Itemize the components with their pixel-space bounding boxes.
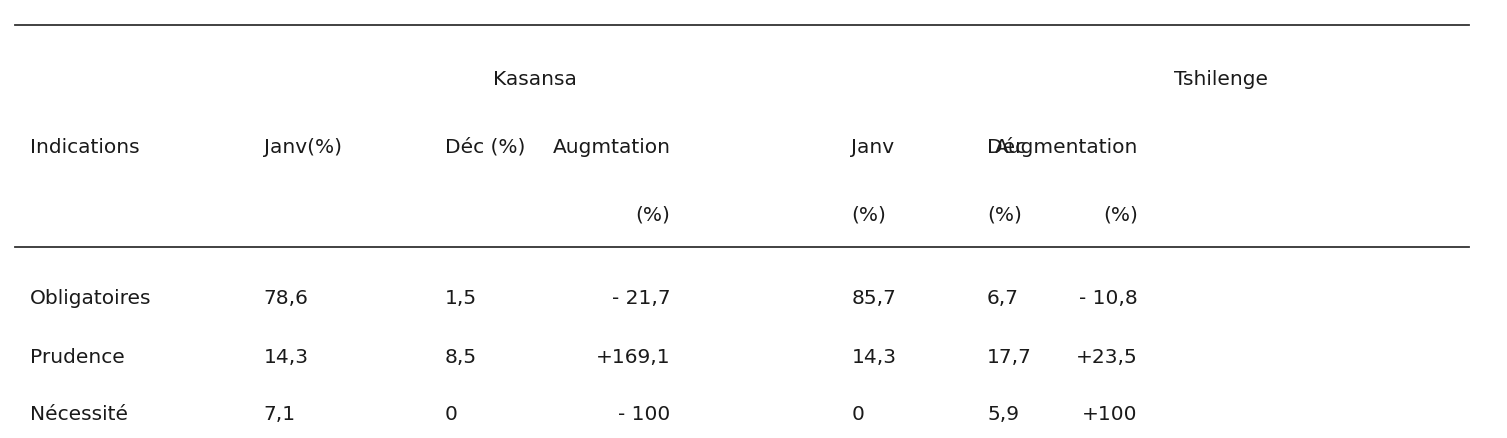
Text: 78,6: 78,6 [264,288,309,307]
Text: Déc (%): Déc (%) [445,137,524,156]
Text: 14,3: 14,3 [264,347,309,367]
Text: 85,7: 85,7 [851,288,897,307]
Text: +169,1: +169,1 [595,347,671,367]
Text: 6,7: 6,7 [987,288,1019,307]
Text: 1,5: 1,5 [445,288,476,307]
Text: (%): (%) [851,205,886,224]
Text: 14,3: 14,3 [851,347,897,367]
Text: (%): (%) [636,205,671,224]
Text: - 21,7: - 21,7 [612,288,671,307]
Text: 0: 0 [851,404,865,424]
Text: (%): (%) [1103,205,1138,224]
Text: Augmentation: Augmentation [995,137,1138,156]
Text: Nécessité: Nécessité [30,404,128,424]
Text: Indications: Indications [30,137,140,156]
Text: - 100: - 100 [618,404,671,424]
Text: Obligatoires: Obligatoires [30,288,152,307]
Text: 0: 0 [445,404,458,424]
Text: - 10,8: - 10,8 [1079,288,1138,307]
Text: Janv(%): Janv(%) [264,137,342,156]
Text: +100: +100 [1082,404,1138,424]
Text: Tshilenge: Tshilenge [1174,69,1267,88]
Text: 7,1: 7,1 [264,404,295,424]
Text: Augmtation: Augmtation [553,137,671,156]
Text: Janv: Janv [851,137,895,156]
Text: +23,5: +23,5 [1076,347,1138,367]
Text: Kasansa: Kasansa [493,69,577,88]
Text: Déc: Déc [987,137,1026,156]
Text: (%): (%) [987,205,1022,224]
Text: 8,5: 8,5 [445,347,476,367]
Text: Prudence: Prudence [30,347,125,367]
Text: 17,7: 17,7 [987,347,1032,367]
Text: 5,9: 5,9 [987,404,1019,424]
